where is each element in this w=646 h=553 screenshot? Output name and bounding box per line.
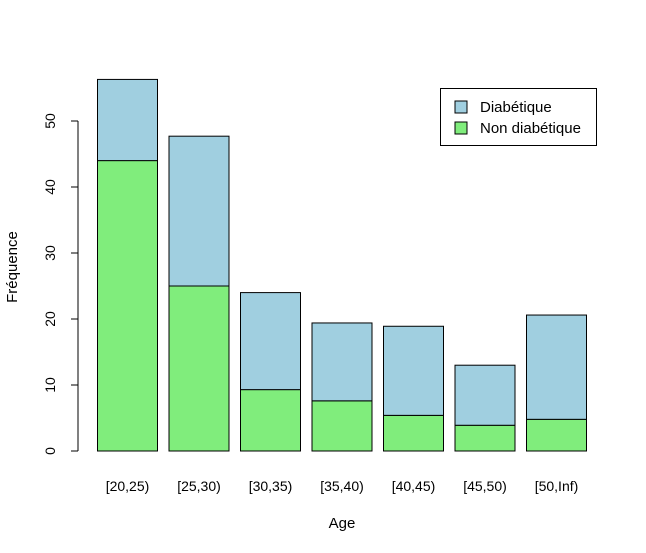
bar-diabetique-1 bbox=[168, 135, 230, 287]
legend-label: Non diabétique bbox=[480, 120, 581, 137]
x-tick-label: [40,45) bbox=[392, 478, 436, 494]
x-tick-label: [35,40) bbox=[320, 478, 364, 494]
y-tick-label: 0 bbox=[42, 447, 58, 455]
bar-diabetique-5 bbox=[454, 364, 516, 426]
bars-group bbox=[97, 78, 587, 452]
legend-box bbox=[440, 88, 597, 146]
y-axis: 0 10 20 30 40 50 bbox=[42, 113, 79, 455]
bar-non-diabetique-0 bbox=[97, 160, 158, 452]
bar-diabetique-6 bbox=[526, 314, 587, 420]
x-tick-label: [30,35) bbox=[249, 478, 293, 494]
bar-diabetique-3 bbox=[311, 322, 373, 402]
bar-non-diabetique-6 bbox=[526, 418, 587, 452]
bar-diabetique-2 bbox=[240, 292, 301, 391]
y-tick-label: 10 bbox=[42, 377, 58, 393]
bar-non-diabetique-4 bbox=[383, 414, 444, 452]
y-tick-label: 30 bbox=[42, 245, 58, 261]
x-tick-label: [20,25) bbox=[106, 478, 150, 494]
x-axis-tick-labels: [20,25) [25,30) [30,35) [35,40) [40,45) [45,5… bbox=[106, 478, 579, 494]
legend-label: Diabétique bbox=[480, 99, 552, 116]
bar-non-diabetique-3 bbox=[311, 400, 373, 452]
y-tick-label: 40 bbox=[42, 179, 58, 195]
bar-diabetique-0 bbox=[97, 78, 158, 162]
bar-non-diabetique-1 bbox=[168, 285, 230, 452]
legend-swatch bbox=[454, 100, 468, 114]
y-tick-label: 20 bbox=[42, 311, 58, 327]
x-tick-label: [25,30) bbox=[177, 478, 221, 494]
bar-non-diabetique-2 bbox=[240, 389, 301, 452]
x-axis-title: Age bbox=[329, 515, 356, 532]
y-tick-label: 50 bbox=[42, 113, 58, 129]
legend: Diabétique Non diabétique bbox=[440, 88, 597, 146]
y-axis-title: Fréquence bbox=[4, 231, 21, 303]
bar-non-diabetique-5 bbox=[454, 424, 516, 452]
bar-diabetique-4 bbox=[383, 325, 444, 416]
x-tick-label: [45,50) bbox=[463, 478, 507, 494]
legend-swatch bbox=[454, 121, 468, 135]
x-tick-label: [50,Inf) bbox=[535, 478, 579, 494]
